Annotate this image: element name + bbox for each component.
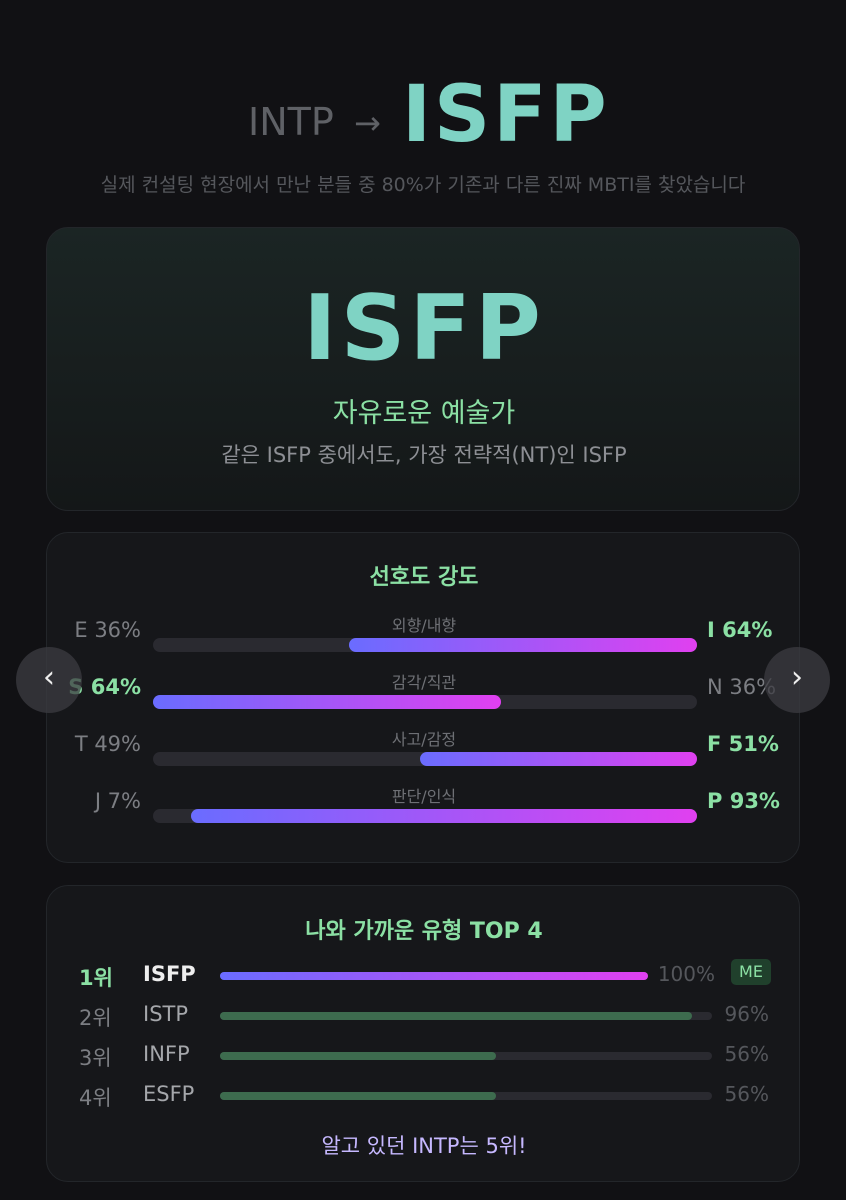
bar-fill [153, 695, 502, 709]
right-label: I 64% [707, 618, 773, 642]
closest-footer: 알고 있던 INTP는 5위! [321, 1134, 527, 1158]
bar-track [153, 809, 697, 823]
bar-fill [419, 752, 697, 766]
me-badge: ME [731, 959, 771, 985]
type-name: INFP [143, 1042, 190, 1066]
match-track [220, 1012, 712, 1020]
match-track [220, 1092, 712, 1100]
type-name: ISTP [143, 1002, 189, 1026]
subtitle: 실제 컨설팅 현장에서 만난 분들 중 80%가 기존과 다른 진짜 MBTI를… [100, 174, 746, 196]
result-type: ISFP [303, 276, 545, 381]
to-type: ISFP [402, 70, 610, 160]
type-name: ESFP [143, 1082, 195, 1106]
match-fill [220, 1052, 496, 1060]
left-label: T 49% [74, 732, 141, 756]
match-track [220, 1052, 712, 1060]
rank: 4위 [79, 1086, 112, 1110]
closest-title: 나와 가까운 유형 TOP 4 [305, 919, 543, 944]
preference-card: 선호도 강도 외향/내향 E 36% I 64% 감각/직관 S 64% N 36% 사고/… [46, 532, 800, 863]
axis-label: 사고/감정 [391, 730, 457, 749]
match-track [220, 972, 648, 980]
match-fill [220, 1012, 693, 1020]
description: 같은 ISFP 중에서도, 가장 전략적(NT)인 ISFP [221, 443, 627, 467]
match-label: 56% [724, 1082, 769, 1106]
type-name: ISFP [143, 962, 196, 986]
from-type: INTP [248, 100, 334, 144]
arrow: → [354, 104, 381, 142]
prev-button[interactable]: ‹ [16, 647, 82, 713]
rank: 1위 [79, 966, 113, 990]
next-button[interactable]: › [764, 647, 830, 713]
match-label: 56% [724, 1042, 769, 1066]
bar-track [153, 752, 697, 766]
right-label: P 93% [707, 789, 780, 813]
match-fill [220, 972, 648, 980]
axis-label: 외향/내향 [391, 616, 457, 635]
right-label: F 51% [707, 732, 779, 756]
bar-fill [348, 638, 697, 652]
bar-track [153, 695, 697, 709]
axis-label: 판단/인식 [391, 787, 457, 806]
axis-label: 감각/직관 [391, 673, 457, 692]
bar-fill [191, 809, 697, 823]
preference-title: 선호도 강도 [369, 565, 479, 590]
match-fill [220, 1092, 496, 1100]
left-label: J 7% [94, 789, 141, 813]
match-label: 100% [657, 962, 715, 986]
left-label: E 36% [74, 618, 141, 642]
bar-track [153, 638, 697, 652]
nickname: 자유로운 예술가 [332, 398, 516, 429]
match-label: 96% [724, 1002, 769, 1026]
closest-card: 나와 가까운 유형 TOP 4 알고 있던 INTP는 5위! 1위 ISFP 10… [46, 885, 800, 1182]
result-card: ISFP 자유로운 예술가 같은 ISFP 중에서도, 가장 전략적(NT)인 … [46, 227, 800, 511]
rank: 2위 [79, 1006, 112, 1030]
rank: 3위 [79, 1046, 112, 1070]
